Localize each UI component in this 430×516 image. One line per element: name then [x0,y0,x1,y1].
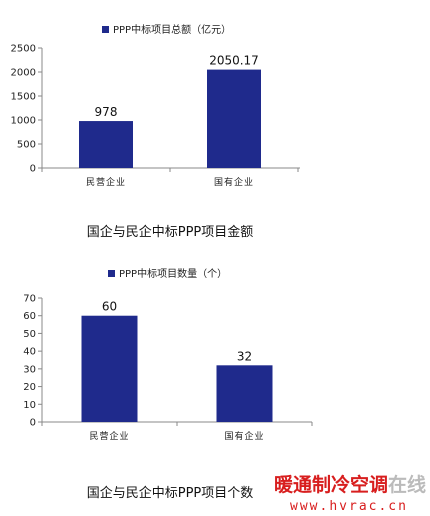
amount-category-label: 民营企业 [86,176,126,188]
amount-y-tick-label: 2000 [11,68,36,79]
count-legend-swatch [108,270,115,277]
amount-y-tick-label: 1000 [11,116,36,127]
count-y-tick-label: 50 [23,329,36,340]
count-category-label: 民营企业 [89,430,129,442]
count-legend-label: PPP中标项目数量（个） [119,267,227,280]
amount-y-tick-label: 1500 [11,92,36,103]
amount-y-tick-label: 500 [17,140,36,151]
count-category-label: 国有企业 [224,430,264,442]
count-y-tick-label: 60 [23,311,36,322]
count-y-tick-label: 10 [23,400,36,411]
watermark-tail-text: 在线 [388,474,427,496]
count-bar [216,365,273,422]
count-y-tick-label: 0 [30,418,36,429]
watermark-title: 暖通制冷空调在线 [274,470,427,497]
watermark-main-text: 暖通制冷空调 [274,474,389,496]
amount-data-label: 2050.17 [209,54,259,68]
count-chart: PPP中标项目数量（个） 0 10 20 30 40 50 60 70 60 民营企业 32 国有企业 [23,267,313,442]
amount-chart: PPP中标项目总额（亿元） 0 500 1000 1500 2000 2500 978 民营企业… [11,23,300,188]
amount-bar [79,121,133,168]
amount-category-label: 国有企业 [214,176,254,188]
amount-chart-caption: 国企与民企中标PPP项目金额 [86,225,254,240]
watermark-url: www.hvrac.cn [290,499,408,514]
count-data-label: 32 [237,349,252,363]
count-y-tick-label: 30 [23,364,36,375]
count-y-tick-label: 20 [23,382,36,393]
count-y-tick-label: 40 [23,347,36,358]
amount-y-tick-label: 2500 [11,44,36,55]
amount-bar [207,69,261,168]
count-bar [81,315,138,422]
site-watermark: 暖通制冷空调在线 www.hvrac.cn [274,470,427,514]
count-data-label: 60 [102,300,117,314]
count-y-tick-label: 70 [23,294,36,305]
amount-y-tick-label: 0 [30,164,36,175]
count-chart-caption: 国企与民企中标PPP项目个数 [86,486,254,501]
amount-data-label: 978 [95,105,118,119]
amount-legend-label: PPP中标项目总额（亿元） [113,23,231,36]
amount-legend-swatch [102,26,109,33]
